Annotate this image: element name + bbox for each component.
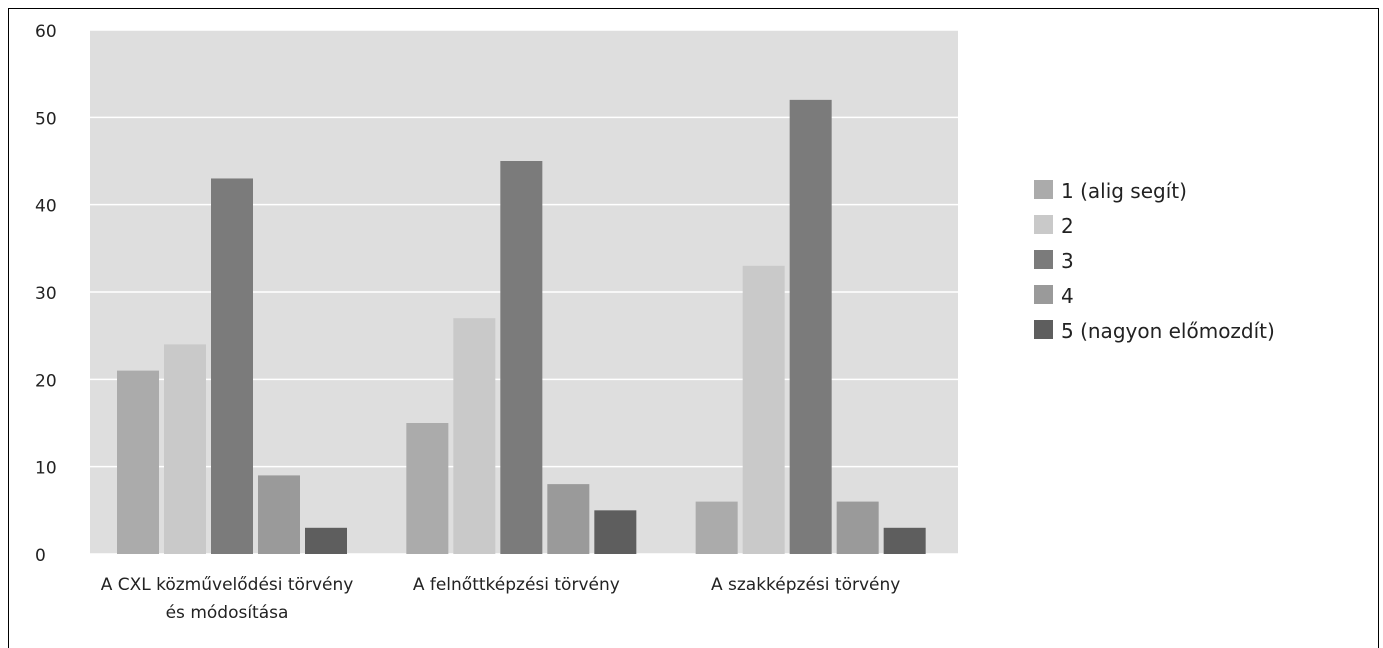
legend-swatch	[1034, 320, 1053, 339]
legend-swatch	[1034, 250, 1053, 269]
y-tick-label: 30	[35, 284, 57, 304]
bar-3-cat-2	[500, 161, 543, 554]
y-tick-label: 10	[35, 459, 57, 479]
bar-4-cat-1	[258, 475, 300, 554]
legend-label: 1 (alig segít)	[1061, 179, 1187, 203]
category-label: és módosítása	[166, 603, 289, 623]
bar-4-cat-2	[547, 484, 590, 554]
bar-2-cat-2	[453, 318, 496, 554]
legend-label: 5 (nagyon előmozdít)	[1061, 319, 1275, 343]
bar-4-cat-3	[836, 501, 879, 554]
category-label: A felnőttképzési törvény	[413, 575, 620, 595]
legend-label: 4	[1061, 284, 1074, 308]
bar-1-cat-2	[406, 423, 449, 554]
bar-2-cat-3	[742, 265, 785, 554]
category-label: A szakképzési törvény	[711, 575, 900, 595]
bar-5-cat-3	[883, 527, 926, 554]
bar-2-cat-1	[164, 344, 206, 554]
y-tick-label: 40	[35, 197, 57, 217]
bar-5-cat-1	[305, 527, 347, 554]
y-tick-label: 0	[35, 546, 46, 566]
y-tick-label: 50	[35, 109, 57, 129]
legend-swatch	[1034, 215, 1053, 234]
legend-swatch	[1034, 285, 1053, 304]
legend-swatch	[1034, 180, 1053, 199]
bar-1-cat-3	[695, 501, 738, 554]
bar-5-cat-2	[594, 510, 637, 554]
category-label: A CXL közművelődési törvény	[101, 575, 354, 595]
bar-3-cat-3	[789, 99, 832, 554]
bar-1-cat-1	[117, 370, 159, 554]
y-tick-label: 60	[35, 22, 57, 42]
bar-3-cat-1	[211, 178, 253, 554]
legend-label: 3	[1061, 249, 1074, 273]
y-tick-label: 20	[35, 371, 57, 391]
legend-label: 2	[1061, 214, 1074, 238]
